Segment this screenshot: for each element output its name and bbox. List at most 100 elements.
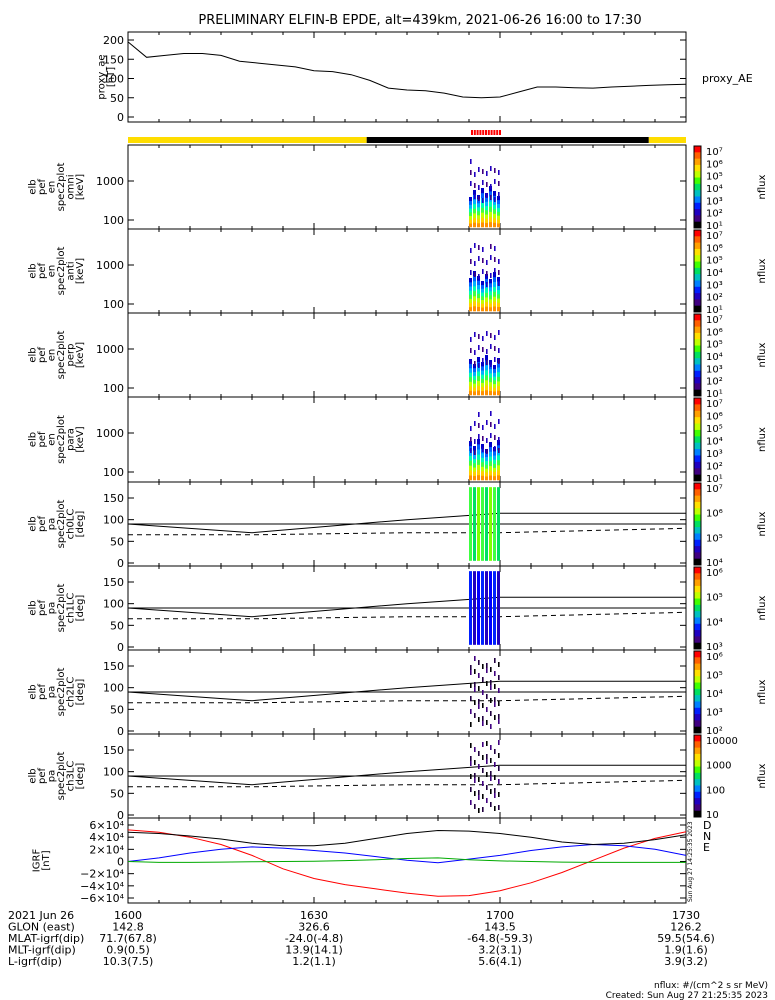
spectrogram-pixel xyxy=(497,302,500,308)
y-tick-label: 0 xyxy=(117,111,124,124)
colorbar-band xyxy=(694,429,701,437)
spectrogram-pixel xyxy=(481,307,484,312)
spectrogram-pixel xyxy=(485,214,488,219)
spectrogram-pixel xyxy=(490,776,492,781)
spectrogram-pixel xyxy=(490,422,492,427)
spectrogram-pixel xyxy=(474,183,476,188)
spectrogram-pixel xyxy=(477,306,480,312)
spectrogram-pixel xyxy=(489,442,492,448)
colorbar-band xyxy=(694,527,701,534)
spectrogram-pixel xyxy=(470,709,472,714)
spectrogram-pixel xyxy=(489,377,492,383)
spectrogram-pixel xyxy=(473,306,476,312)
spectrogram-pixel xyxy=(498,259,500,264)
spectrogram-pixel xyxy=(493,487,496,561)
spectrogram-pixel xyxy=(494,684,496,689)
spectrogram-pixel xyxy=(473,281,476,287)
colorbar-band xyxy=(694,215,701,223)
colorbar-band xyxy=(694,436,701,444)
spectrogram-pixel xyxy=(477,469,480,476)
spectrogram-pixel xyxy=(470,756,472,761)
colorbar-band xyxy=(694,735,701,742)
y-axis-label: en xyxy=(46,433,57,446)
x-axis-row-label: 2021 Jun 26 xyxy=(8,909,74,922)
y-axis-label: elb xyxy=(27,600,38,615)
spectrogram-pixel xyxy=(473,475,476,481)
colorbar-band xyxy=(694,598,701,606)
status-bar-black xyxy=(366,137,649,143)
y-axis-label: omni xyxy=(65,175,76,200)
spectrogram-pixel xyxy=(489,470,492,476)
colorbar-band xyxy=(694,417,701,425)
spectrogram-pixel xyxy=(481,475,484,481)
spectrogram-pixel xyxy=(490,411,492,416)
colorbar-tick-label: 10⁶ xyxy=(706,568,723,579)
anti-loss-cone-line xyxy=(128,611,687,620)
proxy-ae-panel: 200 150 100 50 0 proxy_ae[nT] proxy_AE xyxy=(96,31,753,124)
spectrogram-pixel xyxy=(494,658,496,663)
colorbar-band xyxy=(694,611,701,618)
y-axis-label: pef xyxy=(37,179,48,196)
spectrogram-pixel xyxy=(473,296,476,302)
y-tick-label: 150 xyxy=(103,660,124,673)
colorbar-tick-label: 10⁵ xyxy=(706,256,723,267)
spectrogram-pixel xyxy=(478,673,480,678)
colorbar-tick-label: 10⁶ xyxy=(706,327,723,338)
spectrogram-pixel xyxy=(482,347,484,352)
spectrogram-pixel xyxy=(493,301,496,307)
y-tick-label: 200 xyxy=(103,34,124,47)
spectrogram-pixel xyxy=(497,371,500,377)
colorbar-band xyxy=(694,636,701,644)
colorbar-tick-label: 10³ xyxy=(706,364,723,375)
colorbar-band xyxy=(694,158,701,166)
colorbar-band xyxy=(694,455,701,463)
spectrogram-pixel xyxy=(474,243,476,248)
spectrogram-pixel xyxy=(474,350,476,355)
spectrogram-pixel xyxy=(477,444,480,450)
y-tick-label: 150 xyxy=(103,744,124,757)
spectrogram-pixel xyxy=(470,696,472,701)
colorbar-tick-label: 10⁷ xyxy=(706,231,723,242)
spectrogram-pixel xyxy=(494,268,496,273)
spectrogram-pixel xyxy=(473,458,476,464)
spectrogram-pixel xyxy=(489,487,492,561)
spectrogram-pixel xyxy=(478,334,480,339)
spectrogram-pixel xyxy=(493,471,496,477)
proxy-ae-line xyxy=(127,41,687,99)
spectrogram-pixel xyxy=(489,206,492,212)
spectrogram-pixel xyxy=(489,381,492,387)
colorbar-label: nflux xyxy=(757,679,768,704)
spectrogram-pixel xyxy=(478,363,480,368)
spectrogram-pixel xyxy=(497,445,500,451)
spectrogram-pixel xyxy=(497,455,500,461)
colorbar-tick-label: 10⁵ xyxy=(706,593,723,604)
spectrogram-pixel xyxy=(497,362,500,368)
spectrogram-pixel xyxy=(478,434,480,439)
spectrogram-pixel xyxy=(481,212,484,218)
spectrogram-pixel xyxy=(473,301,476,307)
spectrogram-pixel xyxy=(470,359,472,364)
spectrogram-pixel xyxy=(489,291,492,296)
spectrogram-pixel xyxy=(469,460,472,466)
spectrogram-pixel xyxy=(494,806,496,811)
spectrogram-pixel xyxy=(470,743,472,748)
y-tick-label: 6×10⁴ xyxy=(89,819,124,832)
spectrogram-pixel xyxy=(481,386,484,392)
spectrogram-pixel xyxy=(470,348,472,353)
spectrogram-pixel xyxy=(490,255,492,260)
y-axis-label: pa xyxy=(46,686,57,698)
spectrogram-pixel xyxy=(473,203,476,209)
science-zone-mark xyxy=(493,130,496,135)
spectrogram-pixel xyxy=(482,721,484,726)
spectrogram-pixel xyxy=(494,424,496,429)
spectrogram-pixel xyxy=(481,217,484,223)
spectrogram-pixel xyxy=(474,669,476,674)
colorbar-band xyxy=(694,720,701,728)
spectrogram-pixel xyxy=(478,808,480,813)
spectrogram-pixel xyxy=(481,202,484,208)
spectrogram-pixel xyxy=(478,686,480,691)
y-tick-label: 100 xyxy=(103,214,124,227)
spectrogram-pixel xyxy=(477,366,480,372)
igrf-series-line xyxy=(127,843,687,864)
colorbar-band xyxy=(694,501,701,509)
